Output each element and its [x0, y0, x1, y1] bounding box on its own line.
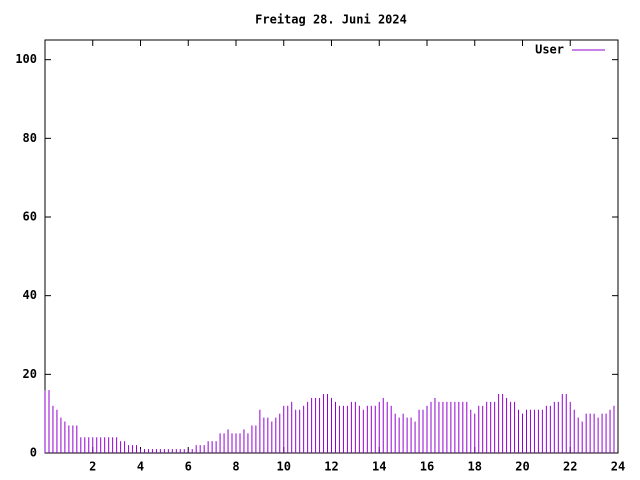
y-tick-label: 20 — [23, 367, 37, 381]
y-tick-label: 80 — [23, 131, 37, 145]
legend-label: User — [535, 43, 564, 57]
y-tick-label: 40 — [23, 288, 37, 302]
x-tick-label: 6 — [185, 460, 192, 474]
y-tick-label: 60 — [23, 210, 37, 224]
y-tick-label: 0 — [30, 446, 37, 460]
x-tick-label: 8 — [232, 460, 239, 474]
x-tick-label: 10 — [277, 460, 291, 474]
y-tick-label: 100 — [15, 52, 37, 66]
x-tick-label: 4 — [137, 460, 144, 474]
x-tick-label: 14 — [372, 460, 386, 474]
x-tick-label: 22 — [563, 460, 577, 474]
x-tick-label: 12 — [324, 460, 338, 474]
x-tick-label: 24 — [611, 460, 625, 474]
x-tick-label: 16 — [420, 460, 434, 474]
x-tick-label: 20 — [515, 460, 529, 474]
x-tick-label: 18 — [468, 460, 482, 474]
chart-title: Freitag 28. Juni 2024 — [255, 13, 407, 27]
x-tick-label: 2 — [89, 460, 96, 474]
